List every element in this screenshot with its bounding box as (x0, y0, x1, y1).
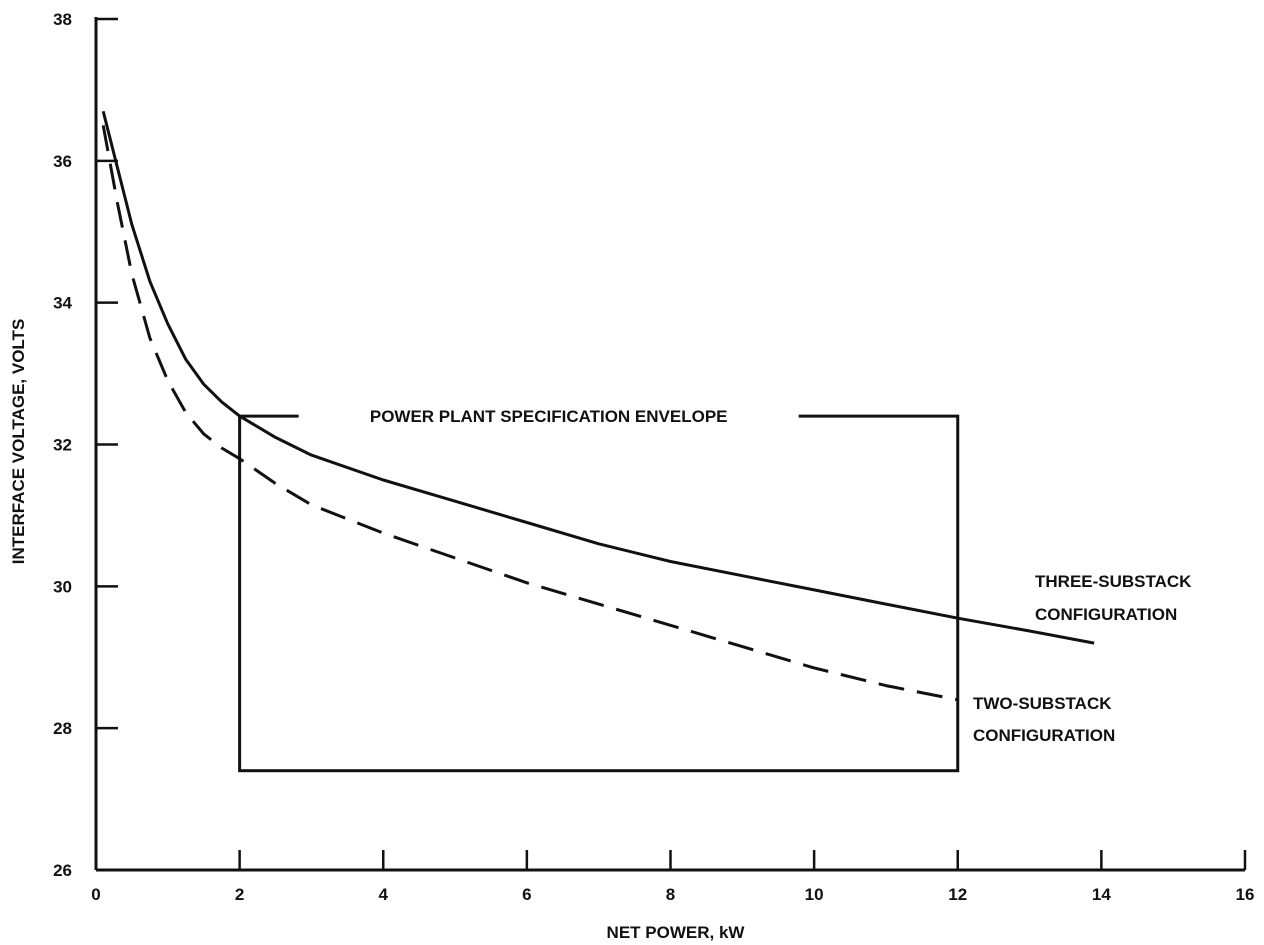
x-tick-label: 14 (1092, 885, 1111, 904)
y-axis-title: INTERFACE VOLTAGE, VOLTS (9, 319, 28, 565)
two-substack-label-line1: TWO-SUBSTACK (973, 694, 1112, 713)
x-tick-label: 10 (805, 885, 824, 904)
y-tick-label: 28 (53, 719, 72, 738)
x-tick-label: 16 (1236, 885, 1255, 904)
x-tick-label: 12 (948, 885, 967, 904)
series-labels: THREE-SUBSTACK CONFIGURATION TWO-SUBSTAC… (973, 572, 1192, 745)
y-tick-label: 38 (53, 10, 72, 29)
envelope-rect (238, 414, 960, 773)
three-substack-label-line2: CONFIGURATION (1035, 605, 1177, 624)
y-tick-label: 32 (53, 436, 72, 455)
y-tick-label: 30 (53, 577, 72, 596)
x-tick-label: 0 (91, 885, 100, 904)
x-tick-label: 6 (522, 885, 531, 904)
x-tick-label: 8 (666, 885, 675, 904)
two-substack-label-line2: CONFIGURATION (973, 726, 1115, 745)
specification-envelope: POWER PLANT SPECIFICATION ENVELOPE (238, 406, 960, 773)
x-axis-title: NET POWER, kW (607, 923, 746, 942)
x-tick-label: 2 (235, 885, 244, 904)
y-tick-label: 26 (53, 861, 72, 880)
envelope-label-background (298, 406, 799, 429)
three-substack-label-line1: THREE-SUBSTACK (1035, 572, 1192, 591)
series-group (101, 110, 1095, 702)
envelope-label: POWER PLANT SPECIFICATION ENVELOPE (370, 407, 728, 426)
y-tick-label: 34 (53, 294, 72, 313)
y-tick-label: 36 (53, 152, 72, 171)
series-line-three-substack (101, 110, 1095, 645)
series-line-two-substack (101, 125, 959, 702)
x-tick-label: 4 (379, 885, 389, 904)
axes: 26 28 30 32 34 36 38 0 2 4 6 8 10 12 14 16 (53, 10, 1254, 904)
